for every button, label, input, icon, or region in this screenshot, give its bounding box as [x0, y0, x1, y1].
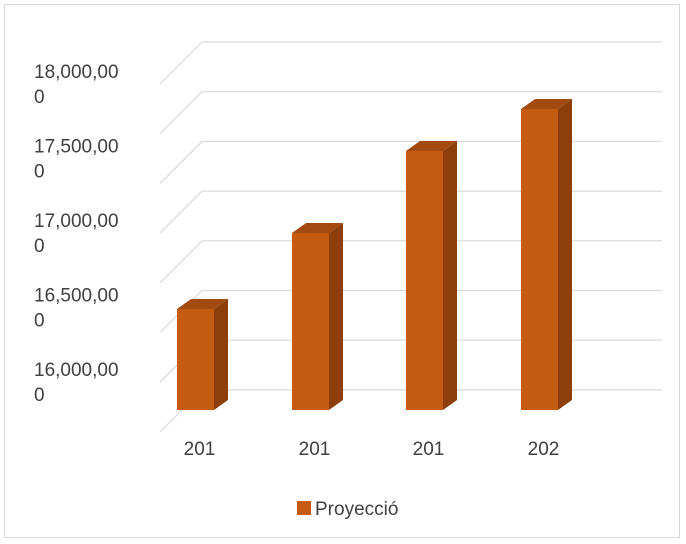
bar-2 [292, 223, 343, 410]
gridline-side [159, 41, 203, 85]
x-tick-label: 202 [528, 439, 560, 460]
bars-layer [177, 99, 572, 410]
bar-top [292, 223, 343, 233]
x-tick-label: 201 [413, 439, 445, 460]
bar-1 [177, 299, 228, 410]
bar-top [406, 141, 457, 151]
x-tick-label: 201 [184, 439, 216, 460]
legend-label: Proyecció [315, 499, 398, 520]
y-tick-label: 16,000,00 [34, 360, 119, 381]
y-tick-label: 17,500,00 [34, 137, 119, 158]
bar-front [292, 233, 329, 410]
gridline-side [159, 91, 203, 135]
bar-side [443, 141, 457, 410]
legend-swatch [297, 501, 311, 515]
y-tick-label: 17,000,00 [34, 211, 119, 232]
bar-side [329, 223, 343, 410]
y-axis-tick-labels: 18,000,00 0 17,500,00 0 17,000,00 0 16,500,00 0… [34, 62, 119, 406]
bar-front [521, 109, 558, 410]
legend: Proyecció [297, 499, 398, 520]
bar-front [406, 151, 443, 410]
bar-front [177, 309, 214, 410]
x-axis-tick-labels: 201 201 201 202 [184, 439, 560, 460]
y-tick-label: 16,500,00 [34, 286, 119, 307]
gridline-side [159, 240, 203, 284]
gridline-side [159, 190, 203, 234]
bar-top [521, 99, 572, 109]
bar-side [214, 299, 228, 410]
y-tick-label: 18,000,00 [34, 62, 119, 83]
bar-4 [521, 99, 572, 410]
y-tick-label: 0 [34, 311, 45, 332]
y-tick-label: 0 [34, 87, 45, 108]
bar-side [558, 99, 572, 410]
y-tick-label: 0 [34, 236, 45, 257]
bar-top [177, 299, 228, 309]
bar-3 [406, 141, 457, 410]
gridline-side [159, 140, 203, 184]
y-tick-label: 0 [34, 162, 45, 183]
x-tick-label: 201 [299, 439, 331, 460]
y-tick-label: 0 [34, 385, 45, 406]
